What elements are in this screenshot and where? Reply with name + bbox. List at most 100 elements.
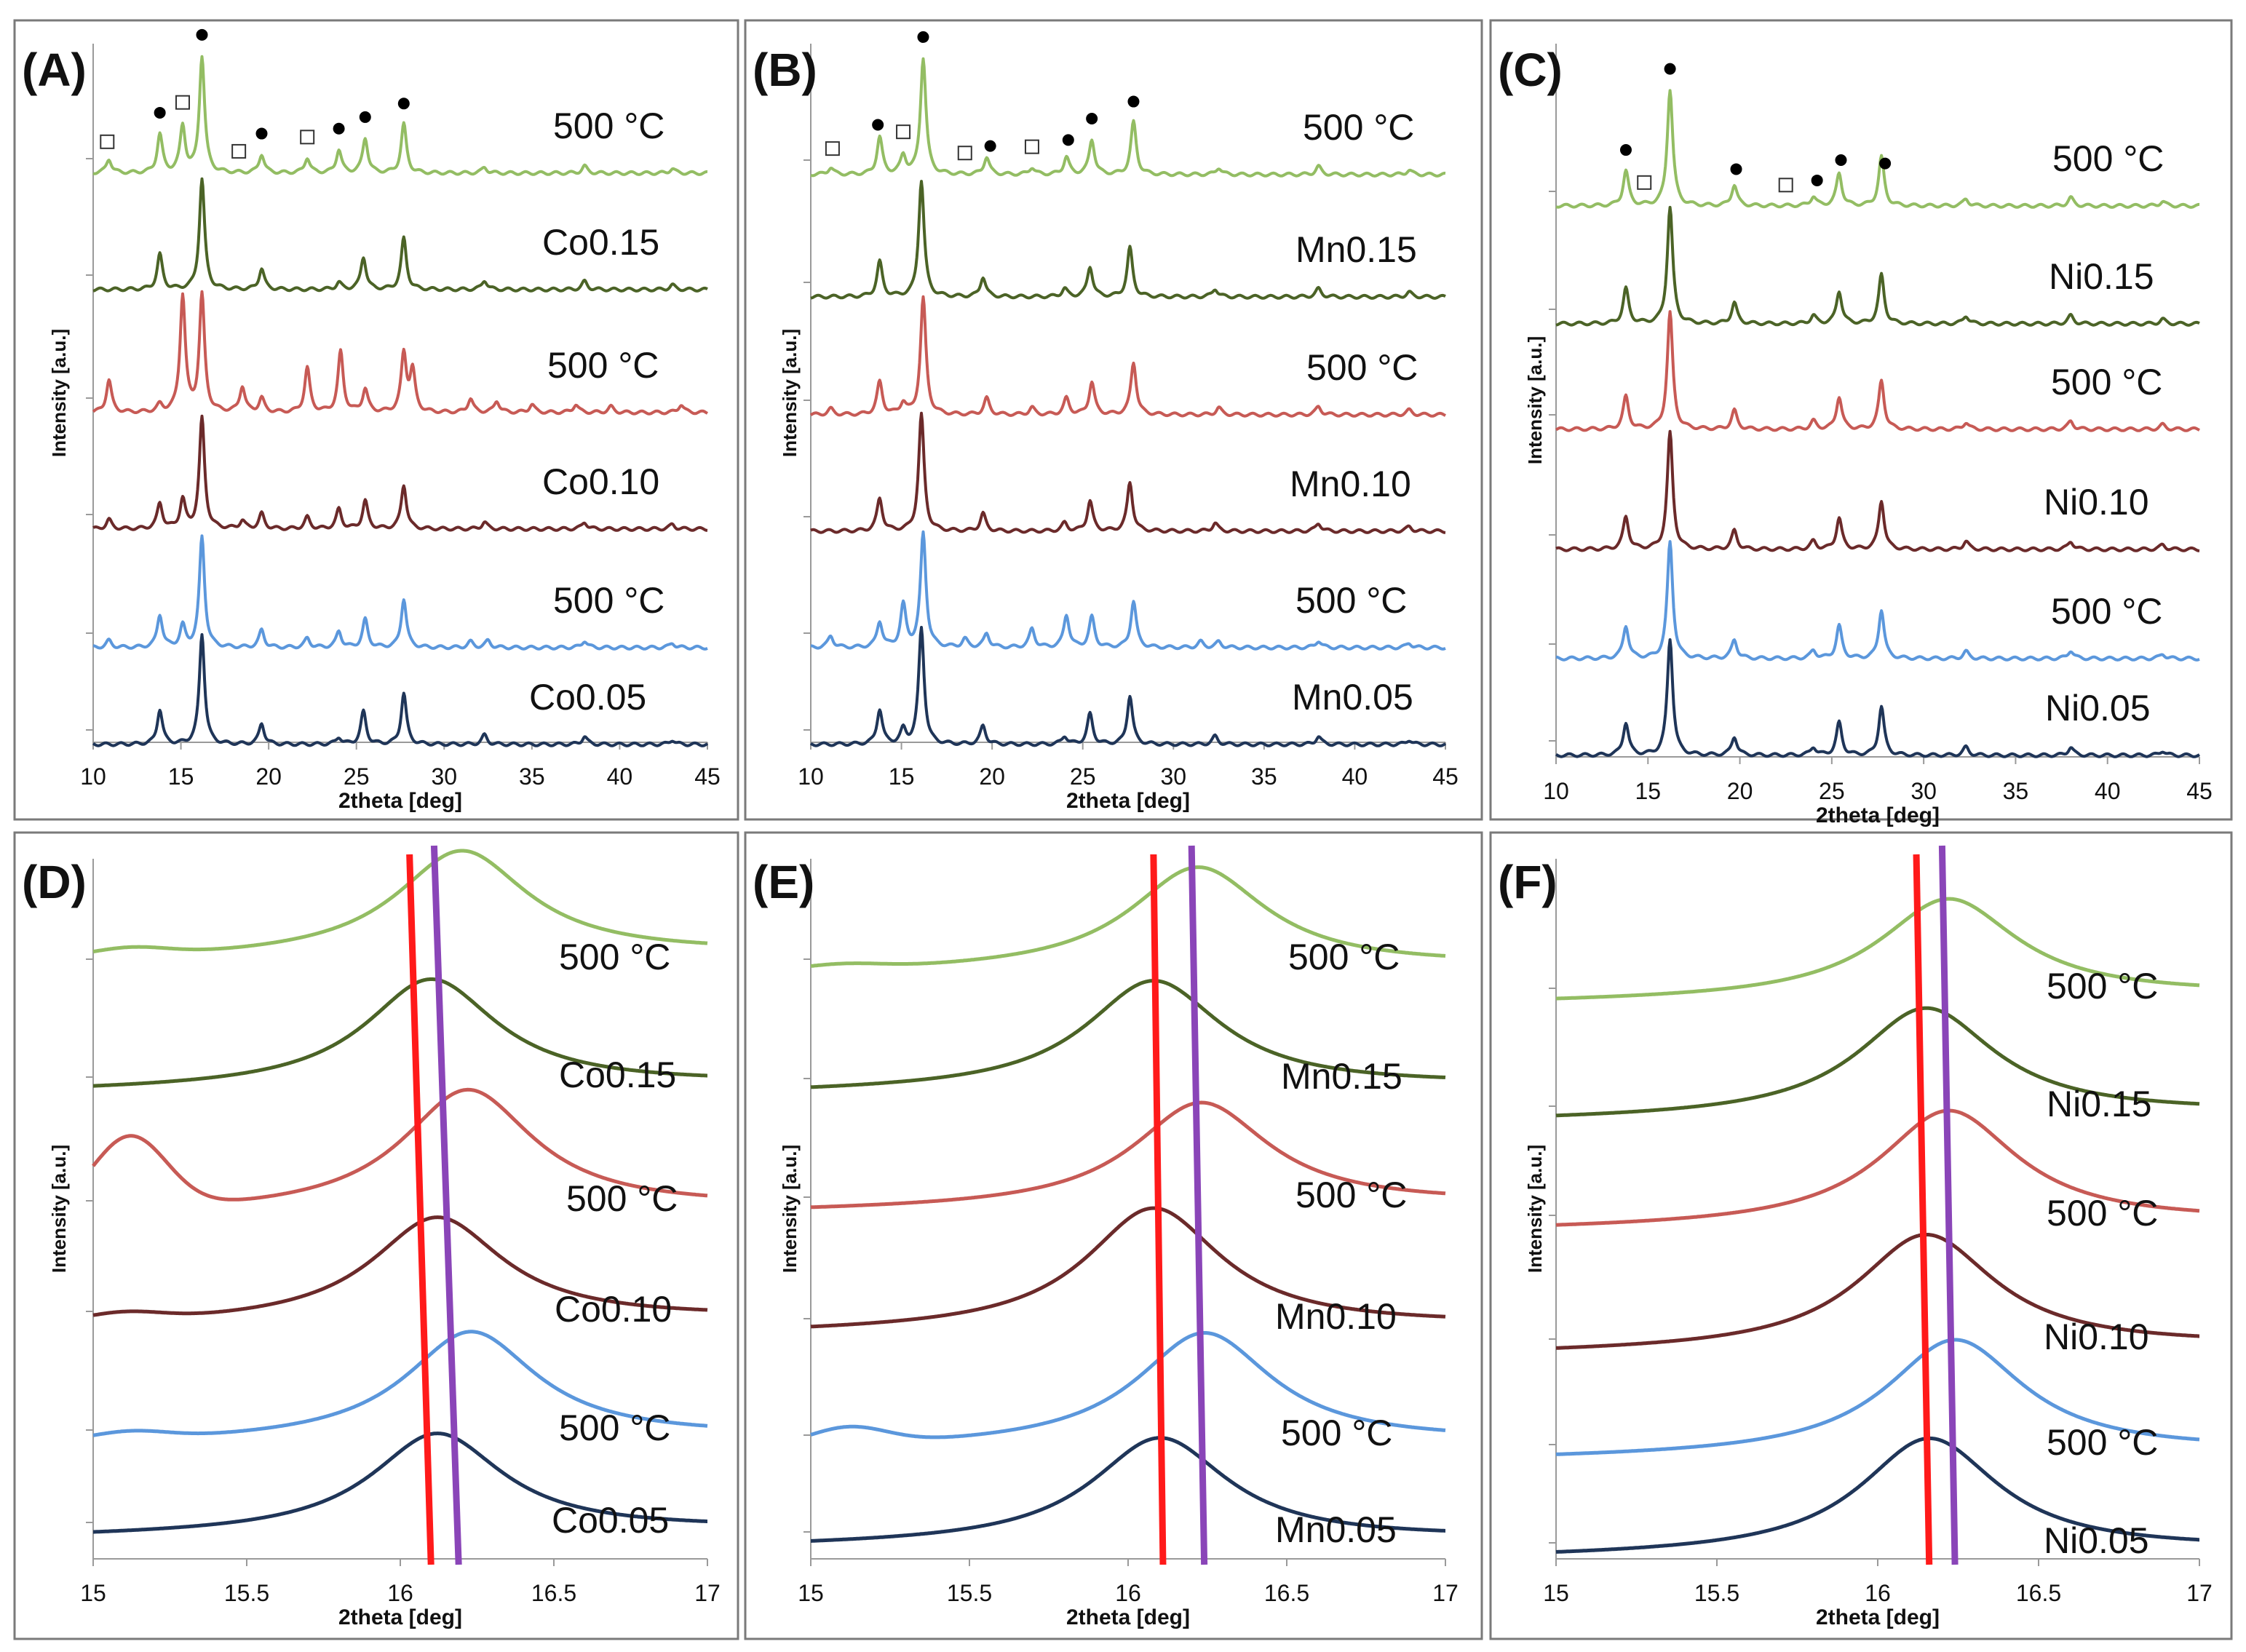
series-line (809, 1100, 1447, 1210)
series-line (92, 414, 708, 532)
x-tick-label: 16.5 (531, 1580, 576, 1606)
x-tick-label: 30 (1910, 778, 1937, 804)
series-label: Co0.10 (542, 461, 659, 502)
open-square-marker (1778, 178, 1793, 193)
series-label: 500 °C (559, 1407, 670, 1448)
series-label: Mn0.10 (1290, 464, 1411, 504)
red-marker-line (406, 854, 434, 1565)
series-line (1555, 1233, 2201, 1350)
panel-e: 15 15.5 16 16.5 17 2theta [deg] Intensity [a.u… (744, 831, 1483, 1640)
series-label: Ni0.15 (2049, 256, 2154, 297)
filled-circle-marker (1879, 157, 1892, 170)
series-label: Mn0.05 (1275, 1509, 1397, 1550)
open-square-marker (896, 124, 911, 140)
y-axis-label: Intensity [a.u.] (48, 1145, 70, 1273)
panel-frame (744, 19, 1483, 821)
x-tick-label: 45 (694, 763, 721, 790)
series-label: 500 °C (1295, 580, 1407, 621)
panel-label: (D) (22, 856, 87, 908)
filled-circle-marker (872, 119, 884, 131)
x-tick-label: 17 (1432, 1580, 1459, 1606)
purple-marker-line (1188, 845, 1208, 1565)
series-label: 500 °C (2047, 1193, 2158, 1234)
panel-label: (C) (1498, 44, 1563, 96)
series-label: 500 °C (2052, 138, 2164, 179)
series-line (1555, 429, 2200, 552)
filled-circle-marker (196, 28, 208, 41)
filled-circle-marker (154, 106, 166, 119)
purple-marker-line (430, 845, 462, 1565)
series-label: Co0.15 (542, 222, 659, 263)
series-line (809, 1436, 1447, 1543)
x-tick-label: 15 (798, 1580, 824, 1606)
series-line (92, 1215, 709, 1317)
series-line (1555, 1006, 2201, 1118)
filled-circle-marker (1086, 113, 1098, 125)
x-tick-label: 15 (168, 763, 194, 790)
series-label: Ni0.10 (2044, 1317, 2149, 1357)
series-label: Mn0.15 (1281, 1056, 1402, 1097)
x-tick-label: 40 (1342, 763, 1368, 790)
series-line (809, 295, 1447, 418)
series-label: 500 °C (1306, 347, 1418, 388)
series-line (1555, 205, 2200, 327)
open-square-marker (100, 134, 115, 149)
panel-a: 10 15 20 25 30 35 40 45 2theta [deg] Intensity [a… (13, 19, 739, 821)
x-tick-label: 10 (798, 763, 824, 790)
filled-circle-marker (397, 98, 410, 110)
x-tick-label: 16 (1115, 1580, 1141, 1606)
x-tick-label: 17 (694, 1580, 721, 1606)
open-square-marker (231, 143, 247, 159)
series-label: 500 °C (553, 106, 664, 146)
x-tick-label: 17 (2186, 1580, 2213, 1606)
x-tick-label: 15 (1635, 778, 1661, 804)
series-line (809, 979, 1447, 1089)
filled-circle-marker (359, 111, 371, 123)
series-label: Ni0.10 (2044, 482, 2149, 523)
x-tick-label: 15.5 (947, 1580, 992, 1606)
x-tick-label: 15 (1543, 1580, 1569, 1606)
series-label: Co0.15 (559, 1055, 676, 1095)
series-line (809, 865, 1447, 968)
x-tick-label: 35 (519, 763, 545, 790)
series-label: 500 °C (2047, 1422, 2158, 1463)
series-line (809, 626, 1447, 747)
series-label: Mn0.05 (1292, 677, 1413, 718)
y-axis-label: Intensity [a.u.] (779, 1145, 801, 1273)
series-line (810, 180, 1446, 300)
panel-c: 10 15 20 25 30 35 40 45 2theta [deg] Intensity [a… (1489, 19, 2233, 827)
series-label: 500 °C (559, 937, 670, 977)
x-axis-label: 2theta [deg] (1816, 803, 1940, 827)
filled-circle-marker (917, 31, 929, 43)
filled-circle-marker (984, 140, 996, 152)
x-axis-label: 2theta [deg] (338, 1605, 462, 1629)
open-square-marker (1637, 175, 1652, 190)
series-label: 500 °C (2051, 362, 2162, 402)
series-line (92, 977, 709, 1088)
series-line (92, 1330, 709, 1437)
series-label: Mn0.10 (1275, 1296, 1397, 1337)
series-line (809, 1206, 1447, 1329)
x-tick-label: 35 (1251, 763, 1277, 790)
y-axis-label: Intensity [a.u.] (1524, 336, 1546, 464)
open-square-marker (825, 141, 840, 156)
series-label: Ni0.05 (2044, 1520, 2149, 1561)
series-label: 500 °C (553, 580, 664, 621)
series-line (92, 1431, 709, 1534)
filled-circle-marker (1835, 154, 1847, 167)
x-tick-label: 16 (387, 1580, 413, 1606)
filled-circle-marker (1127, 95, 1140, 108)
series-line (1555, 540, 2200, 662)
series-line (1555, 89, 2200, 209)
panel-label: (F) (1498, 856, 1557, 908)
x-tick-label: 16 (1865, 1580, 1891, 1606)
panel-label: (E) (753, 856, 814, 908)
panel-f: 15 15.5 16 16.5 17 2theta [deg] Intensity [a.u… (1489, 831, 2233, 1640)
series-line (1555, 1108, 2201, 1227)
panel-frame (744, 831, 1483, 1640)
panel-frame (1489, 19, 2233, 821)
filled-circle-marker (1062, 134, 1074, 146)
x-tick-label: 16.5 (2016, 1580, 2061, 1606)
panel-b: 10 15 20 25 30 35 40 45 2theta [deg] Intensity [a… (744, 19, 1483, 821)
